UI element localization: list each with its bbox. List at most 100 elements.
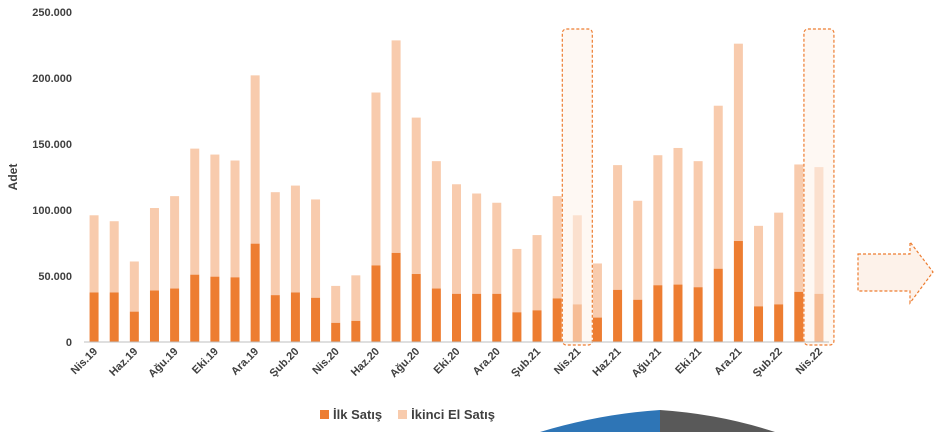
y-tick-label: 200.000 (32, 73, 72, 85)
x-tick-label: Eki.21 (673, 346, 704, 377)
bar-ilk-satis (109, 292, 119, 342)
bar-ikinci-el-satis (210, 154, 220, 277)
bar-ikinci-el-satis (170, 196, 180, 289)
x-tick-label: Ara.20 (471, 346, 503, 378)
bar-ikinci-el-satis (754, 225, 764, 307)
bar-ikinci-el-satis (733, 43, 743, 242)
bar-ilk-satis (552, 298, 562, 342)
bar-ilk-satis (733, 241, 743, 342)
bar-ilk-satis (452, 293, 461, 342)
x-tick-label: Nis.20 (310, 346, 341, 377)
bar-ikinci-el-satis (371, 92, 381, 266)
bar-ikinci-el-satis (331, 285, 341, 323)
bar-ilk-satis (331, 322, 341, 342)
bar-ikinci-el-satis (613, 165, 623, 290)
x-tick-label: Haz.20 (349, 346, 382, 379)
x-tick-label: Eki.20 (432, 346, 463, 377)
x-tick-label: Ara.21 (712, 346, 744, 378)
bar-ilk-satis (794, 291, 804, 342)
y-axis-label: Adet (6, 164, 20, 191)
bar-ilk-satis (472, 293, 482, 342)
pie-chart-fragment (540, 410, 775, 432)
bar-ilk-satis (693, 287, 703, 342)
bar-ikinci-el-satis (552, 196, 562, 299)
x-tick-label: Şub.21 (509, 346, 543, 380)
legend-item-ilk-satis: İlk Satış (320, 407, 382, 422)
y-tick-label: 100.000 (32, 205, 72, 217)
bar-ilk-satis (371, 265, 381, 342)
x-tick-label: Nis.21 (552, 346, 583, 377)
legend-swatch-ikinci-el-satis (398, 409, 408, 419)
bar-ilk-satis (129, 311, 139, 342)
bar-ilk-satis (311, 297, 321, 342)
bar-ikinci-el-satis (351, 275, 361, 321)
bar-ikinci-el-satis (431, 161, 441, 289)
bar-ikinci-el-satis (794, 164, 804, 292)
bar-ikinci-el-satis (270, 192, 280, 296)
x-tick-label: Eki.19 (190, 346, 221, 377)
y-tick-label: 250.000 (32, 7, 72, 19)
legend-swatch-ilk-satis (320, 409, 329, 419)
bar-ilk-satis (250, 243, 260, 342)
bar-ikinci-el-satis (492, 202, 502, 294)
highlight-box (561, 28, 593, 346)
x-axis-ticks: Nis.19 Haz.19 Ağu.19 Eki.19 Ara.19 Şub.20 Nis.… (69, 346, 825, 380)
bar-ilk-satis (210, 276, 220, 342)
bar-ilk-satis (170, 288, 180, 342)
y-tick-label: 50.000 (38, 271, 72, 283)
legend-label-ikinci-el-satis: İkinci El Satış (411, 406, 495, 422)
bar-ilk-satis (290, 292, 300, 342)
bar-ilk-satis (351, 320, 361, 342)
highlight-box (803, 28, 835, 346)
bar-ilk-satis (592, 317, 602, 342)
x-tick-label: Nis.22 (794, 346, 825, 377)
bar-ikinci-el-satis (290, 185, 300, 293)
x-tick-label: Nis.19 (69, 346, 100, 377)
bar-ikinci-el-satis (89, 215, 99, 293)
bar-ikinci-el-satis (149, 208, 159, 291)
bar-ikinci-el-satis (391, 40, 401, 253)
bar-ikinci-el-satis (230, 160, 240, 278)
bar-ikinci-el-satis (512, 248, 522, 313)
bar-ikinci-el-satis (633, 200, 643, 300)
y-tick-label: 150.000 (32, 139, 72, 151)
bar-ilk-satis (754, 306, 764, 342)
legend-label-ilk-satis: İlk Satış (333, 406, 383, 422)
x-tick-label: Şub.22 (751, 346, 785, 380)
bar-ilk-satis (613, 289, 623, 342)
x-tick-label: Ağu.20 (388, 346, 422, 380)
bar-ilk-satis (633, 299, 643, 342)
bar-ilk-satis (391, 252, 401, 342)
bar-ilk-satis (89, 292, 99, 342)
bar-ikinci-el-satis (693, 161, 703, 288)
y-axis: 0 50.000 100.000 150.000 200.000 250.000 (32, 7, 72, 349)
right-arrow-shape (857, 240, 934, 305)
bar-ikinci-el-satis (592, 263, 602, 318)
bar-ilk-satis (512, 312, 522, 342)
bar-ikinci-el-satis (673, 147, 683, 285)
bar-ikinci-el-satis (452, 184, 461, 294)
bar-ilk-satis (673, 284, 683, 342)
bar-ilk-satis (774, 304, 784, 342)
bar-ilk-satis (713, 268, 723, 342)
x-tick-label: Ara.19 (229, 346, 261, 378)
bar-ilk-satis (492, 293, 502, 342)
bar-ikinci-el-satis (653, 155, 663, 286)
x-tick-label: Şub.20 (268, 346, 302, 380)
bar-ilk-satis (431, 288, 441, 342)
bar-ilk-satis (149, 290, 159, 342)
x-tick-label: Ağu.21 (630, 346, 664, 380)
bar-ikinci-el-satis (129, 261, 139, 312)
bar-ikinci-el-satis (774, 212, 784, 305)
x-tick-label: Ağu.19 (146, 346, 180, 380)
bar-ikinci-el-satis (311, 199, 321, 298)
bar-ikinci-el-satis (190, 148, 200, 275)
bar-ilk-satis (270, 295, 280, 342)
legend-item-ikinci-el-satis: İkinci El Satış (398, 407, 495, 422)
x-tick-label: Haz.21 (591, 346, 624, 379)
bar-ikinci-el-satis (411, 117, 421, 275)
bar-ikinci-el-satis (109, 221, 119, 293)
highlight-boxes (561, 28, 835, 346)
bar-ikinci-el-satis (250, 75, 260, 244)
